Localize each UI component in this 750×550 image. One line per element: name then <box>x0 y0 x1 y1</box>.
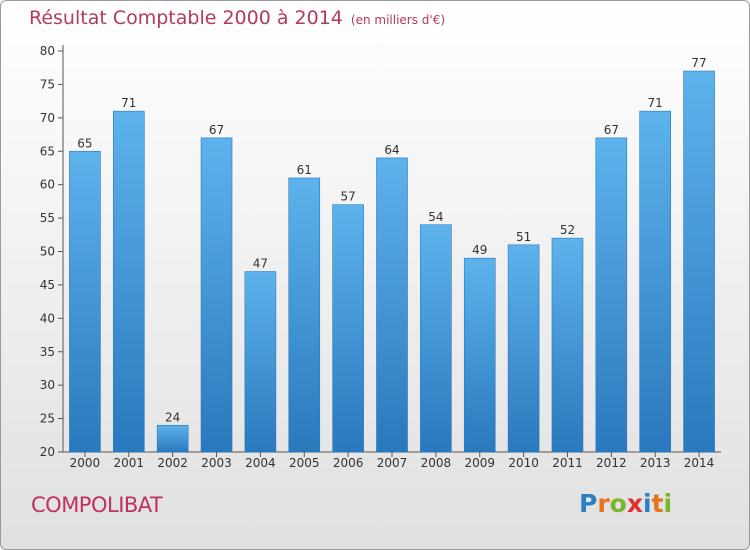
bar-2000 <box>69 150 101 453</box>
data-label-2007: 64 <box>384 143 399 157</box>
chart-title-text: Résultat Comptable 2000 à 2014 <box>29 7 343 29</box>
bar-2006 <box>332 204 364 453</box>
bar-2009 <box>463 257 496 453</box>
chart-title: Résultat Comptable 2000 à 2014 (en millie… <box>29 7 445 29</box>
logo-letter: i <box>663 489 673 518</box>
y-tick-label: 25 <box>40 412 55 426</box>
x-tick-label: 2007 <box>377 456 408 470</box>
data-label-2014: 77 <box>691 56 706 70</box>
chart-unit-note: (en milliers d'€) <box>350 13 446 27</box>
bar-2001 <box>113 110 145 453</box>
y-tick-label: 65 <box>40 144 55 158</box>
data-label-2013: 71 <box>648 96 663 110</box>
x-tick-label: 2006 <box>333 456 364 470</box>
logo-letter: i <box>643 489 652 518</box>
x-tick-label: 2011 <box>552 456 583 470</box>
y-tick-label: 75 <box>40 77 55 91</box>
y-tick-label: 30 <box>40 378 55 392</box>
logo-letter: o <box>609 489 627 518</box>
bar-2007 <box>376 157 408 453</box>
y-tick-label: 60 <box>40 178 55 192</box>
bar-2010 <box>507 244 540 453</box>
bar-2008 <box>420 224 452 453</box>
x-tick-label: 2012 <box>596 456 627 470</box>
x-tick-label: 2010 <box>508 456 539 470</box>
bar-2014 <box>683 70 715 453</box>
bar-2013 <box>639 110 672 453</box>
logo-letter: r <box>597 489 610 518</box>
data-label-2000: 65 <box>77 136 92 150</box>
data-label-2002: 24 <box>165 410 180 424</box>
x-tick-label: 2014 <box>684 456 715 470</box>
y-tick-label: 45 <box>40 278 55 292</box>
data-label-2004: 47 <box>253 257 268 271</box>
data-label-2001: 71 <box>121 96 136 110</box>
x-tick-label: 2008 <box>421 456 452 470</box>
bar-2004 <box>244 271 277 453</box>
data-label-2010: 51 <box>516 230 531 244</box>
logo-letter: P <box>579 489 598 518</box>
data-label-2009: 49 <box>472 243 487 257</box>
x-tick-label: 2004 <box>245 456 276 470</box>
data-labels: 65 71 24 67 47 61 57 64 54 49 51 52 67 71 77 <box>77 56 706 424</box>
commune-name: COMPOLIBAT <box>31 493 163 517</box>
y-tick-label: 35 <box>40 345 55 359</box>
proxiti-logo: Proxiti <box>579 489 672 518</box>
bar-2011 <box>551 237 584 453</box>
x-tick-label: 2009 <box>464 456 495 470</box>
y-tick-label: 20 <box>40 445 55 459</box>
y-tick-label: 40 <box>40 311 55 325</box>
bar-2012 <box>595 137 628 453</box>
logo-letter: t <box>651 489 664 518</box>
data-label-2005: 61 <box>297 163 312 177</box>
x-tick-label: 2000 <box>70 456 101 470</box>
x-tick-label: 2001 <box>114 456 145 470</box>
x-tick-label: 2013 <box>640 456 671 470</box>
y-tick-label: 55 <box>40 211 55 225</box>
y-tick-label: 50 <box>40 245 55 259</box>
bar-2002 <box>156 424 189 453</box>
data-label-2003: 67 <box>209 123 224 137</box>
bar-2005 <box>288 177 321 453</box>
data-label-2006: 57 <box>340 190 355 204</box>
x-tick-label: 2003 <box>201 456 232 470</box>
bar-2003 <box>200 137 233 453</box>
data-label-2012: 67 <box>604 123 619 137</box>
x-tick-label: 2002 <box>157 456 188 470</box>
logo-letter: x <box>626 489 643 518</box>
data-label-2011: 52 <box>560 223 575 237</box>
data-label-2008: 54 <box>428 210 443 224</box>
y-tick-label: 80 <box>40 44 55 58</box>
x-tick-label: 2005 <box>289 456 320 470</box>
y-tick-label: 70 <box>40 111 55 125</box>
bars <box>69 70 715 453</box>
